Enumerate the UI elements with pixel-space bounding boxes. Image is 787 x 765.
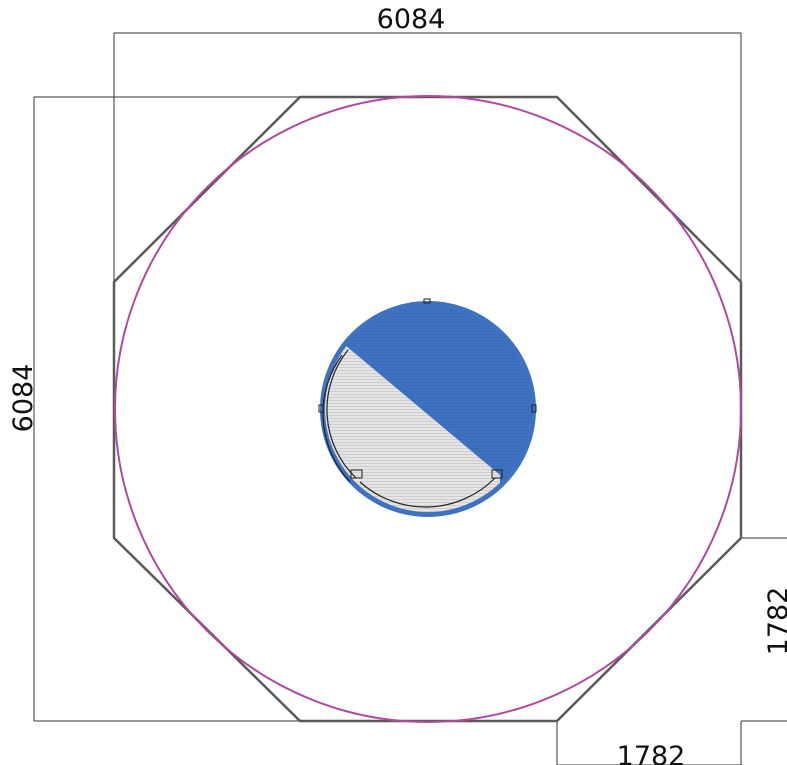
inscribed-circle <box>114 95 742 723</box>
core-inner-arc-2 <box>322 354 351 483</box>
dimension-lines <box>33 32 787 765</box>
notch-left <box>318 404 324 413</box>
overall-height-label: 6084 <box>8 364 39 433</box>
chamfer-vertical-label: 1782 <box>763 587 787 656</box>
core-bottom-arc <box>359 477 496 508</box>
notch-right <box>531 404 537 413</box>
central-core <box>318 298 537 517</box>
octagon-outline <box>112 95 743 723</box>
chamfer-horizontal-label: 1782 <box>617 741 686 765</box>
notch-top <box>423 298 431 304</box>
core-inner-arc <box>326 349 357 479</box>
overall-width-label: 6084 <box>377 4 446 35</box>
notch-bottom-left <box>350 469 363 479</box>
notch-bottom-right <box>491 469 503 479</box>
